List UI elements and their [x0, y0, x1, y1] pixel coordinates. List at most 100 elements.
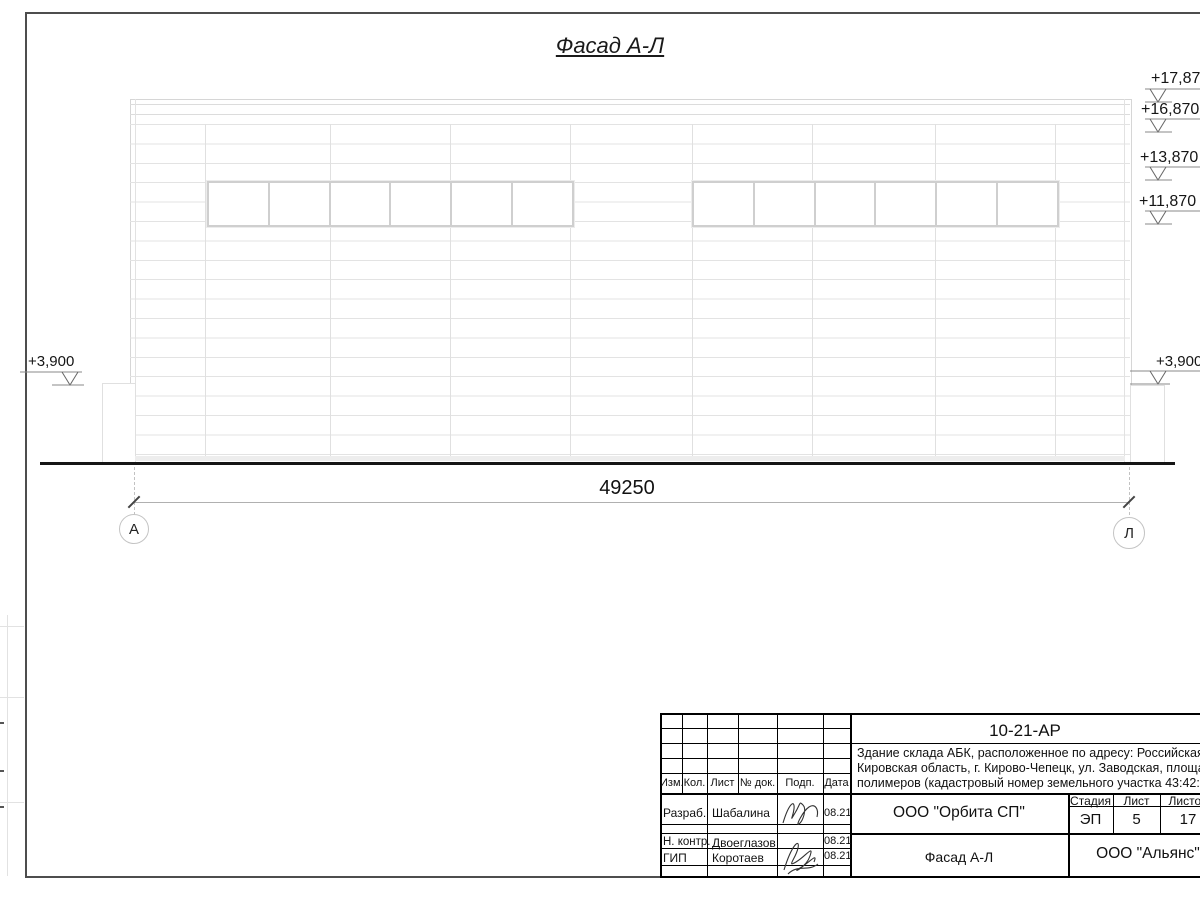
revision-header: Кол. [683, 777, 706, 789]
titleblock-line [738, 713, 739, 793]
staff-name: Шабалина [712, 806, 770, 820]
left-annex [102, 383, 136, 465]
staff-name: Двоеглазов [712, 836, 776, 850]
staff-role: Разраб. [663, 806, 707, 820]
axis-label: Л [1124, 524, 1134, 542]
clipped-text-fragment [0, 806, 4, 808]
titleblock-line [1068, 806, 1200, 807]
stage-header: Лист [1123, 794, 1150, 808]
window-pane [816, 183, 877, 225]
titleblock-line [660, 728, 850, 729]
titleblock-line [660, 833, 850, 834]
panel-joint [692, 124, 693, 461]
elevation-mark-icon [1145, 88, 1200, 103]
panel-joint [812, 124, 813, 461]
clipped-table-line [0, 626, 24, 627]
clipped-table-line [7, 615, 8, 876]
titleblock-line [1160, 793, 1161, 833]
window-pane [694, 183, 755, 225]
page-frame-bottom [25, 876, 1200, 878]
project-description-line: Кировская область, г. Кирово-Чепецк, ул.… [857, 761, 1200, 775]
stage-value: ЭП [1079, 811, 1102, 828]
signature [782, 802, 819, 825]
sheet-number: 5 [1132, 811, 1141, 828]
right-annex [1130, 385, 1165, 465]
project-description-line: полимеров (кадастровый номер земельного … [857, 776, 1200, 790]
titleblock-line [777, 713, 778, 878]
clipped-text-fragment [0, 722, 4, 724]
plinth-band [135, 456, 1125, 461]
window-pane [270, 183, 331, 225]
stage-header: Листов [1168, 794, 1200, 808]
titleblock-line [660, 713, 662, 878]
drawing-title: Фасад А-Л [555, 33, 665, 58]
clipped-table-line [0, 697, 24, 698]
window-pane [755, 183, 816, 225]
sheets-total: 17 [1179, 811, 1197, 828]
panel-joint [330, 124, 331, 461]
revision-header: Дата [824, 777, 849, 789]
window-pane [513, 183, 572, 225]
staff-date: 08.21 [824, 835, 852, 847]
page-frame-left [25, 12, 27, 878]
elevation-label: +16,870 [1141, 101, 1200, 118]
titleblock-line [1068, 793, 1070, 878]
titleblock-line [660, 743, 1200, 744]
axis-bubble-a: А [119, 514, 149, 544]
window-pane [391, 183, 453, 225]
sheet-title: Фасад А-Л [924, 849, 994, 865]
staff-role: Н. контр. [663, 836, 711, 848]
contractor-name: ООО "Альянс" [1096, 845, 1200, 862]
elevation-label: +3,900 [28, 353, 75, 370]
signature [783, 843, 819, 875]
window-pane [331, 183, 392, 225]
axis-bubble-l: Л [1113, 517, 1145, 549]
stage-header: Стадия [1070, 794, 1111, 808]
revision-header: № док. [739, 777, 776, 789]
titleblock-line [660, 876, 1200, 878]
elevation-mark-icon [1145, 166, 1200, 181]
revision-header: Лист [710, 777, 735, 789]
window-pane [209, 183, 270, 225]
titleblock-line [707, 713, 708, 878]
titleblock-line [682, 713, 683, 793]
extension-line [1129, 467, 1130, 515]
elevation-label: +11,870 [1139, 193, 1197, 210]
titleblock-line [660, 758, 850, 759]
elevation-label: +13,870 [1140, 149, 1199, 166]
elevation-label: +17,870 [1151, 70, 1200, 87]
revision-header: Подп. [785, 777, 815, 789]
panel-joint [570, 124, 571, 461]
axis-label: А [128, 520, 139, 538]
titleblock-line [660, 793, 1200, 795]
window-ribbon-left [207, 181, 574, 227]
window-pane [452, 183, 514, 225]
elevation-mark-icon [1145, 118, 1200, 133]
titleblock-line [660, 713, 1200, 715]
panel-joint [935, 124, 936, 461]
window-pane [998, 183, 1057, 225]
titleblock-line [850, 713, 852, 878]
staff-name: Коротаев [712, 851, 764, 865]
extension-line [134, 467, 135, 515]
window-pane [937, 183, 999, 225]
page-frame-top [25, 12, 1200, 14]
titleblock-line [660, 773, 850, 774]
ground-line [40, 462, 1175, 465]
panel-joint [205, 124, 206, 461]
revision-header: Изм. [660, 777, 684, 789]
titleblock-line [660, 865, 850, 866]
staff-date: 08.21 [824, 807, 852, 819]
elevation-mark-icon [20, 371, 84, 386]
titleblock-line [823, 713, 824, 878]
window-ribbon-right [692, 181, 1059, 227]
parapet-line [130, 114, 1130, 115]
staff-role: ГИП [663, 851, 687, 865]
panel-joint [450, 124, 451, 461]
doc-number: 10-21-АР [989, 721, 1061, 740]
elevation-mark-icon [1145, 210, 1200, 225]
window-pane [876, 183, 938, 225]
organization-name: ООО "Орбита СП" [893, 804, 1025, 821]
staff-date: 08.21 [824, 850, 852, 862]
